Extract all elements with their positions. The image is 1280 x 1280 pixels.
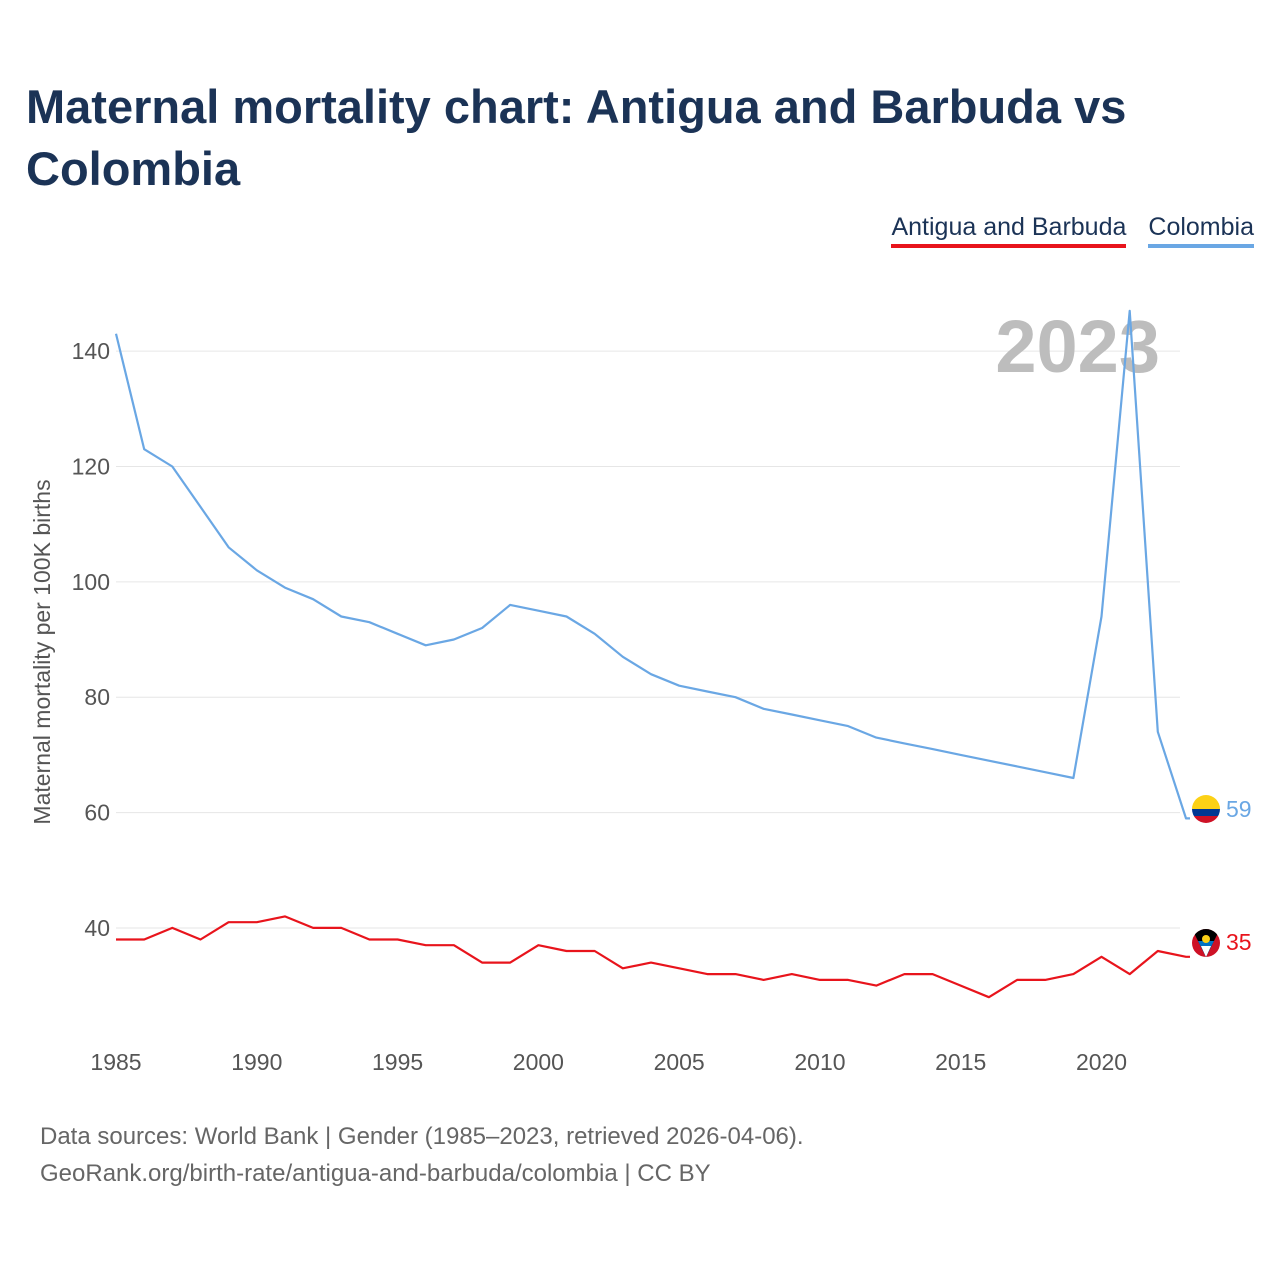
data-sources-note: Data sources: World Bank | Gender (1985–… [40,1123,804,1150]
x-tick-label-1990: 1990 [231,1049,282,1075]
y-tick-label-40: 40 [84,915,110,941]
y-tick-label-60: 60 [84,800,110,826]
y-tick-label-100: 100 [72,569,110,595]
y-tick-label-120: 120 [72,454,110,480]
x-tick-label-2015: 2015 [935,1049,986,1075]
series-line-colombia[interactable] [114,309,1190,820]
x-tick-label-2020: 2020 [1076,1049,1127,1075]
source-url[interactable]: GeoRank.org/birth-rate/antigua-and-barbu… [40,1160,711,1187]
legend-item-antigua-and-barbuda[interactable]: Antigua and Barbuda [891,213,1127,248]
x-tick-label-2000: 2000 [513,1049,564,1075]
x-tick-label-2010: 2010 [794,1049,845,1075]
legend: Antigua and Barbuda Colombia [891,213,1254,248]
chart-title: Maternal mortality chart: Antigua and Ba… [26,80,1127,195]
end-label-antigua-and-barbuda: 35 [1226,929,1252,955]
y-tick-label-140: 140 [72,338,110,364]
year-label: 2023 [995,305,1160,388]
end-label-colombia: 59 [1226,796,1252,822]
legend-item-colombia[interactable]: Colombia [1148,213,1254,248]
antigua-and-barbuda-flag-icon [1192,929,1220,957]
y-axis-label: Maternal mortality per 100K births [29,479,55,824]
x-tick-label-1995: 1995 [372,1049,423,1075]
x-tick-label-1985: 1985 [90,1049,141,1075]
colombia-flag-icon [1192,795,1220,823]
footer: Data sources: World Bank | Gender (1985–… [40,1118,804,1192]
x-tick-label-2005: 2005 [654,1049,705,1075]
y-tick-label-80: 80 [84,684,110,710]
series-line-antigua-and-barbuda[interactable] [116,915,1190,999]
